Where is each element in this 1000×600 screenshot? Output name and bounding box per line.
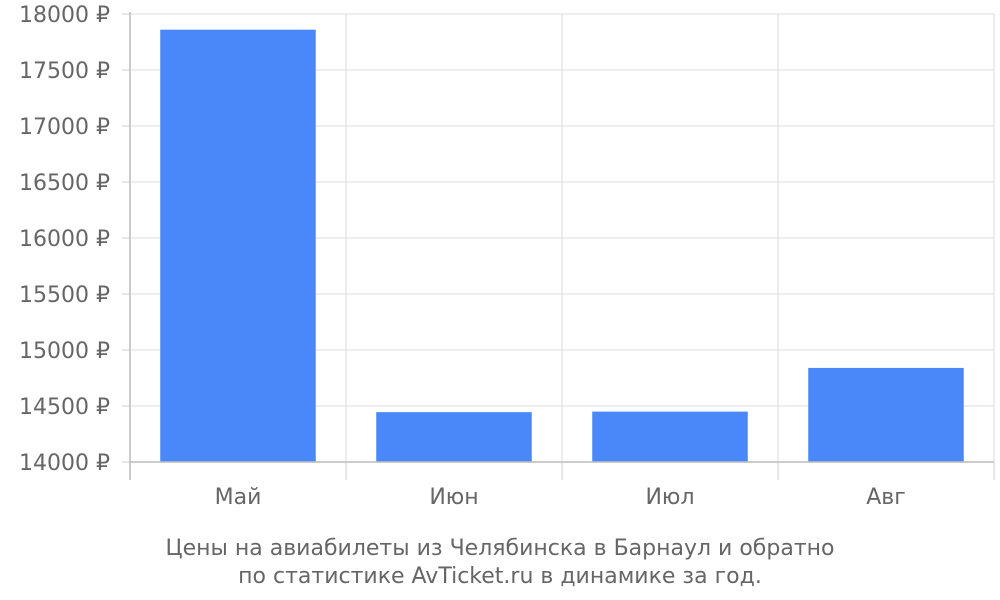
x-tick-label: Июл	[645, 485, 694, 510]
y-tick-label: 17500 ₽	[19, 59, 110, 84]
y-tick-label: 17000 ₽	[19, 115, 110, 140]
x-tick-label: Май	[215, 485, 262, 510]
caption-line-1: Цены на авиабилеты из Челябинска в Барна…	[166, 536, 835, 561]
y-tick-label: 14500 ₽	[19, 395, 110, 420]
x-tick-labels: Май Июн Июл Авг	[215, 485, 906, 510]
bar	[592, 411, 748, 462]
bar	[160, 29, 316, 463]
y-tick-label: 16000 ₽	[19, 227, 110, 252]
y-tick-label: 14000 ₽	[19, 451, 110, 476]
y-tick-label: 15500 ₽	[19, 283, 110, 308]
bars	[160, 29, 964, 463]
y-tick-label: 15000 ₽	[19, 339, 110, 364]
y-tick-label: 18000 ₽	[19, 3, 110, 28]
bar	[376, 412, 532, 462]
y-tick-label: 16500 ₽	[19, 171, 110, 196]
axes	[122, 12, 995, 480]
x-tick-label: Авг	[866, 485, 906, 510]
caption-line-2: по статистике AvTicket.ru в динамике за …	[238, 564, 762, 589]
y-tick-labels: 14000 ₽ 14500 ₽ 15000 ₽ 15500 ₽ 16000 ₽ 16500…	[19, 3, 110, 476]
x-tick-label: Июн	[429, 485, 478, 510]
bar	[808, 367, 964, 462]
